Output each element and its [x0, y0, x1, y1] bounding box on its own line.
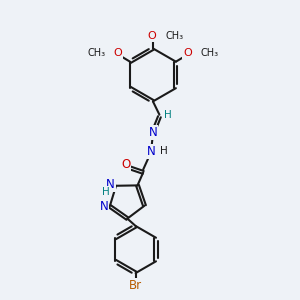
Text: N: N	[148, 126, 157, 140]
Text: CH₃: CH₃	[165, 31, 183, 41]
Text: H: H	[164, 110, 172, 120]
Text: CH₃: CH₃	[200, 48, 218, 58]
Text: N: N	[100, 200, 108, 213]
Text: H: H	[102, 187, 110, 197]
Text: O: O	[183, 48, 192, 58]
Text: H: H	[160, 146, 168, 156]
Text: O: O	[114, 48, 123, 58]
Text: N: N	[147, 145, 156, 158]
Text: O: O	[147, 31, 156, 41]
Text: Br: Br	[129, 279, 142, 292]
Text: CH₃: CH₃	[87, 48, 106, 58]
Text: N: N	[106, 178, 115, 191]
Text: O: O	[121, 158, 130, 171]
